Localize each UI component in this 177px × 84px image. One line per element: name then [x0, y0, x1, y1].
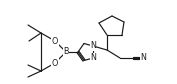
Text: O: O	[52, 37, 58, 46]
Text: N: N	[90, 41, 96, 50]
Text: N: N	[90, 54, 96, 62]
Text: N: N	[140, 54, 146, 62]
Text: B: B	[63, 47, 69, 57]
Text: O: O	[52, 58, 58, 68]
